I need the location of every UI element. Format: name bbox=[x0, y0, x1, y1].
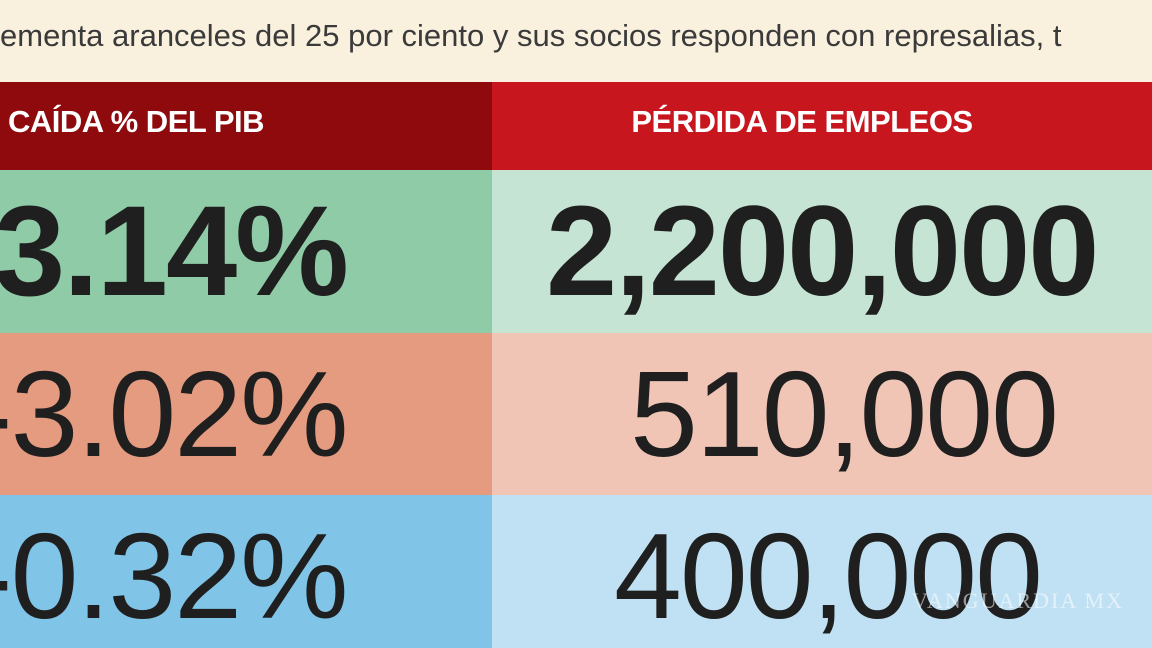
row-cell: -3.02% bbox=[0, 333, 492, 495]
gdp-value: -3.02% bbox=[0, 346, 349, 482]
header-jobs: PÉRDIDA DE EMPLEOS bbox=[492, 82, 1152, 170]
header-gdp: CAÍDA % DEL PIB bbox=[0, 82, 492, 170]
row-cell: -0.32% bbox=[0, 495, 492, 648]
jobs-value: 2,200,000 bbox=[546, 180, 1099, 323]
intro-text: ementa aranceles del 25 por ciento y sus… bbox=[0, 0, 1152, 82]
gdp-value: -0.32% bbox=[0, 508, 349, 644]
row-cell: 3.14% bbox=[0, 170, 492, 333]
row-cell: 2,200,000 bbox=[492, 170, 1152, 333]
jobs-value: 400,000 bbox=[614, 508, 1043, 644]
jobs-value: 510,000 bbox=[630, 346, 1059, 482]
gdp-value: 3.14% bbox=[0, 180, 349, 323]
watermark: VANGUARDIA MX bbox=[911, 588, 1124, 613]
row-cell: 510,000 bbox=[492, 333, 1152, 495]
row-cell: 400,000 bbox=[492, 495, 1152, 648]
